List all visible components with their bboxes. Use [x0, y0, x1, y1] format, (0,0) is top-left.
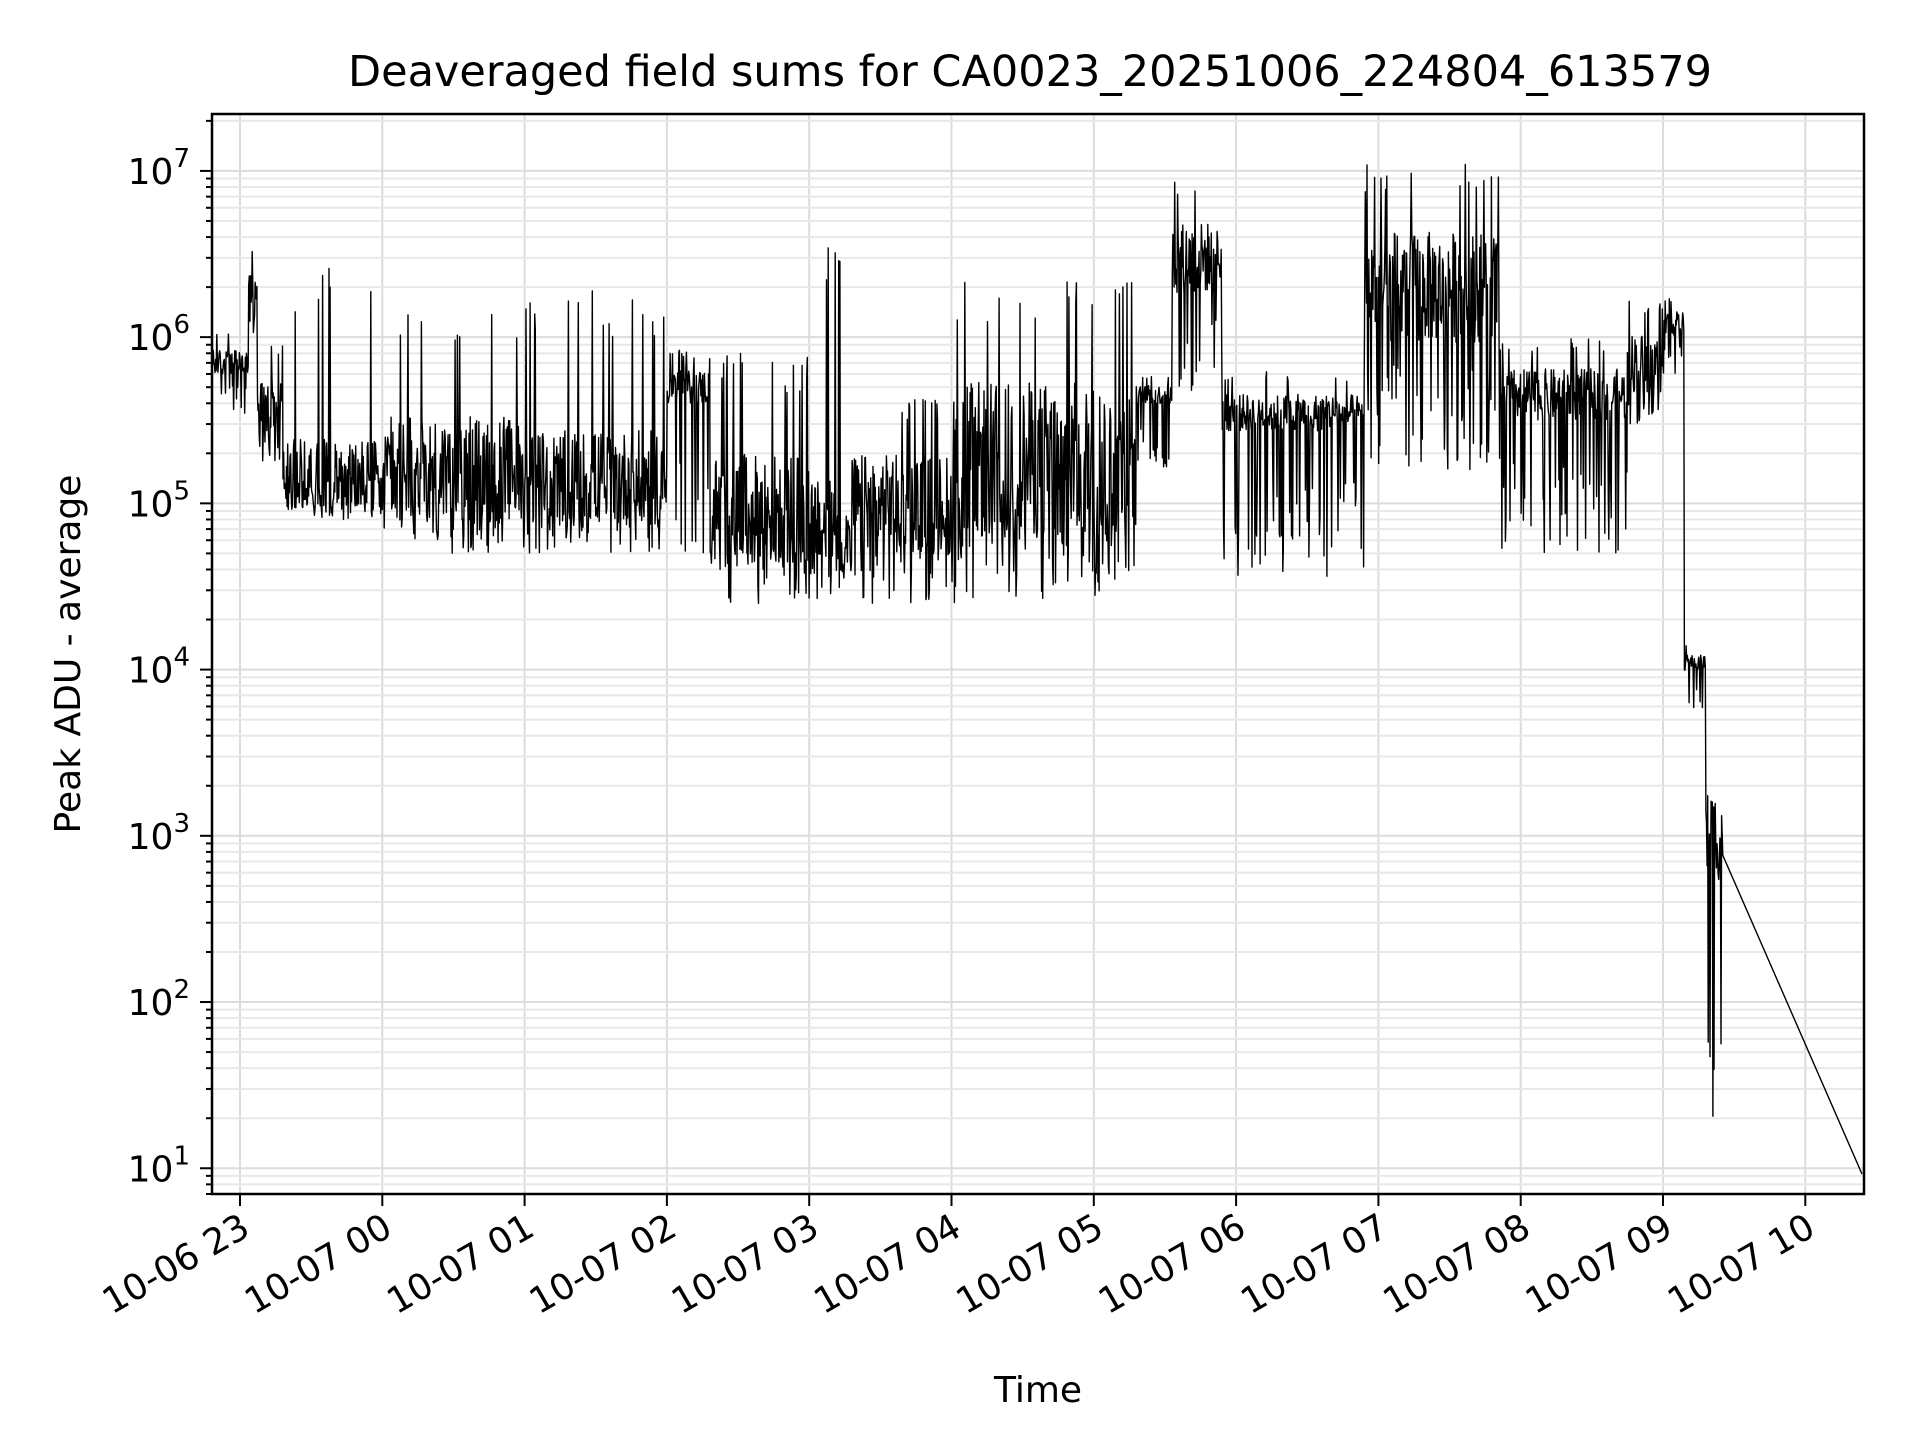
y-tick-exponent: 1 — [173, 1141, 190, 1171]
y-tick-exponent: 3 — [173, 809, 190, 839]
y-tick-label: 101 — [128, 1141, 190, 1190]
y-tick-label: 106 — [128, 310, 190, 359]
chart-title: Deaveraged field sums for CA0023_2025100… — [348, 47, 1712, 97]
y-tick-label: 104 — [128, 643, 190, 692]
y-tick-label: 107 — [128, 144, 190, 193]
y-tick-base: 10 — [128, 318, 174, 359]
y-tick-base: 10 — [128, 484, 174, 525]
y-tick-base: 10 — [128, 1149, 174, 1190]
y-tick-exponent: 7 — [173, 144, 190, 174]
plot-frame — [210, 112, 1866, 1196]
y-tick-exponent: 6 — [173, 310, 190, 340]
y-tick-label: 102 — [128, 975, 190, 1024]
axis-ticks — [200, 119, 1807, 1206]
y-tick-exponent: 2 — [173, 975, 190, 1005]
series-line — [210, 163, 1863, 1175]
y-tick-label: 103 — [128, 809, 190, 858]
y-tick-exponent: 5 — [173, 476, 190, 506]
y-axis-label: Peak ADU - average — [48, 475, 89, 834]
y-tick-base: 10 — [128, 651, 174, 692]
series-layer — [210, 163, 1863, 1175]
y-tick-base: 10 — [128, 983, 174, 1024]
y-tick-base: 10 — [128, 152, 174, 193]
y-tick-base: 10 — [128, 817, 174, 858]
y-tick-label: 105 — [128, 476, 190, 525]
y-tick-exponent: 4 — [173, 643, 190, 673]
x-axis-label: Time — [993, 1370, 1082, 1411]
